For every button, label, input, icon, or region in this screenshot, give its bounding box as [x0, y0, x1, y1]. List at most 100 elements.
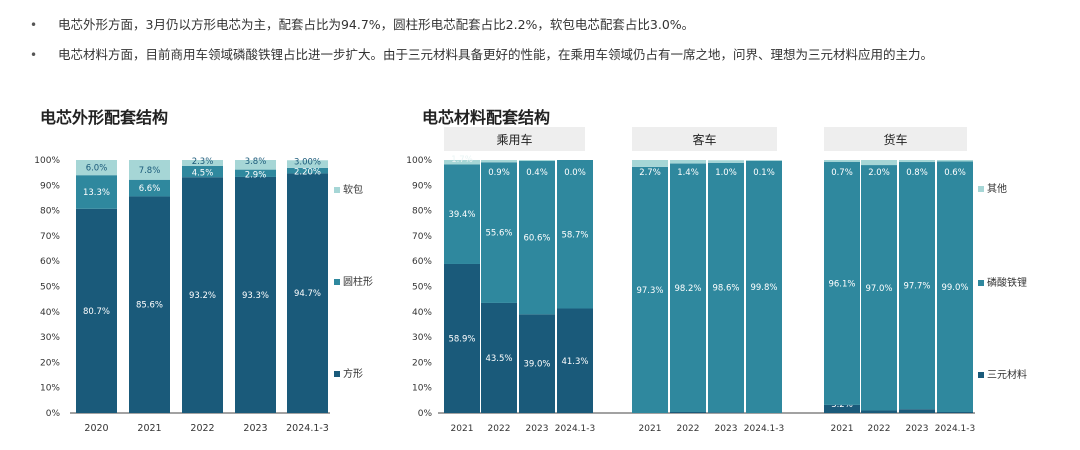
- shape-bar-segment: [287, 167, 328, 174]
- material-data-label: 0.7%: [831, 168, 853, 178]
- shape-data-label: 2.20%: [294, 168, 321, 178]
- shape-data-label: 4.5%: [192, 169, 214, 179]
- material-data-label: 1.0%: [715, 168, 737, 178]
- shape-data-label: 93.2%: [189, 291, 216, 301]
- material-bar-segment: [632, 166, 668, 413]
- material-panel-header: [824, 127, 967, 151]
- material-panel-header: [632, 127, 777, 151]
- material-data-label: 39.4%: [448, 210, 475, 220]
- shape-bar-segment: [235, 169, 276, 177]
- material-data-label: 58.7%: [561, 230, 588, 240]
- bullet-item-shape: • 电芯外形方面，3月仍以方形电芯为主，配套占比为94.7%，圆柱形电芯配套占比…: [30, 10, 1070, 40]
- shape-data-label: 94.7%: [294, 289, 321, 299]
- material-y-axis-tick-label: 60%: [412, 257, 432, 267]
- shape-legend-label: 方形: [343, 367, 363, 380]
- material-legend-label: 磷酸铁锂: [987, 276, 1027, 289]
- material-data-label: 0.6%: [944, 168, 966, 178]
- shape-y-axis-tick-label: 60%: [40, 257, 60, 267]
- shape-data-label: 3.00%: [294, 157, 321, 167]
- material-bar-segment: [899, 409, 935, 413]
- shape-y-axis-tick-label: 30%: [40, 333, 60, 343]
- material-panel-title: 货车: [883, 132, 907, 147]
- material-data-label: 99.0%: [941, 283, 968, 293]
- material-x-tick-label: 2021: [831, 424, 854, 434]
- shape-data-label: 7.8%: [139, 166, 161, 176]
- material-x-tick-label: 2023: [906, 424, 929, 434]
- shape-bar-segment: [235, 176, 276, 413]
- bullet-text: 电芯外形方面，3月仍以方形电芯为主，配套占比为94.7%，圆柱形电芯配套占比2.…: [58, 17, 695, 32]
- material-bar-segment: [824, 404, 860, 413]
- material-data-label: 99.8%: [750, 283, 777, 293]
- shape-legend-swatch: [334, 371, 340, 377]
- shape-x-tick-label: 2023: [243, 423, 267, 434]
- shape-y-axis-tick-label: 50%: [40, 283, 60, 293]
- material-y-axis-tick-label: 40%: [412, 308, 432, 318]
- material-bar-segment: [861, 165, 897, 411]
- material-legend-swatch: [978, 280, 984, 286]
- material-y-axis-tick-label: 70%: [412, 232, 432, 242]
- material-bar-segment: [746, 160, 782, 161]
- shape-data-label: 6.0%: [86, 164, 108, 174]
- material-data-label: 0.8%: [906, 168, 928, 178]
- material-panel-header: [444, 127, 585, 151]
- shape-y-axis-tick-label: 40%: [40, 308, 60, 318]
- material-data-label: 97.7%: [903, 282, 930, 292]
- shape-legend-swatch: [334, 187, 340, 193]
- shape-bar-segment: [182, 165, 223, 178]
- shape-bar-segment: [76, 208, 117, 413]
- shape-data-label: 3.8%: [245, 157, 267, 167]
- material-y-axis-tick-label: 30%: [412, 333, 432, 343]
- material-bar-segment: [708, 412, 744, 413]
- shape-bar-segment: [129, 196, 170, 413]
- shape-x-tick-label: 2020: [84, 423, 108, 434]
- shape-bar-segment: [76, 160, 117, 176]
- material-data-label: 1.4%: [677, 168, 699, 178]
- shape-bar-segment: [129, 160, 170, 180]
- shape-y-axis-tick-label: 80%: [40, 207, 60, 217]
- shape-bar-segment: [287, 173, 328, 413]
- material-data-label: 2.7%: [639, 168, 661, 178]
- material-data-label: 98.2%: [674, 284, 701, 294]
- shape-legend-swatch: [334, 279, 340, 285]
- material-x-tick-label: 2023: [715, 424, 738, 434]
- bullet-list: • 电芯外形方面，3月仍以方形电芯为主，配套占比为94.7%，圆柱形电芯配套占比…: [30, 10, 1070, 70]
- material-bar-segment: [670, 160, 706, 164]
- material-data-label: 0.9%: [488, 168, 510, 178]
- material-x-tick-label: 2022: [677, 424, 700, 434]
- material-bar-segment: [861, 410, 897, 413]
- material-bar-segment: [824, 160, 860, 162]
- material-y-axis-tick-label: 90%: [412, 181, 432, 191]
- bullet-dot: •: [30, 18, 38, 32]
- shape-data-label: 2.9%: [245, 170, 267, 180]
- material-legend-swatch: [978, 186, 984, 192]
- shape-bar-segment: [76, 175, 117, 209]
- material-data-label: 60.6%: [523, 234, 550, 244]
- material-x-tick-label: 2021: [451, 424, 474, 434]
- shape-data-label: 6.6%: [139, 184, 161, 194]
- material-y-axis-tick-label: 80%: [412, 207, 432, 217]
- material-bar-segment: [708, 160, 744, 163]
- material-x-tick-label: 2021: [639, 424, 662, 434]
- material-y-axis-tick-label: 50%: [412, 283, 432, 293]
- material-data-label: 97.0%: [865, 284, 892, 294]
- shape-bar-segment: [235, 160, 276, 170]
- bullet-text: 电芯材料方面，目前商用车领域磷酸铁锂占比进一步扩大。由于三元材料具备更好的性能，…: [58, 47, 934, 62]
- shape-data-label: 80.7%: [83, 307, 110, 317]
- material-bar-segment: [519, 161, 555, 315]
- material-legend-swatch: [978, 372, 984, 378]
- bullet-item-material: • 电芯材料方面，目前商用车领域磷酸铁锂占比进一步扩大。由于三元材料具备更好的性…: [30, 40, 1070, 70]
- material-x-tick-label: 2022: [868, 424, 891, 434]
- material-bar-segment: [824, 161, 860, 405]
- material-x-tick-label: 2024.1-3: [555, 424, 595, 434]
- material-bar-segment: [861, 160, 897, 166]
- shape-y-axis-tick-label: 20%: [40, 358, 60, 368]
- material-bar-segment: [708, 162, 744, 413]
- material-bar-segment: [899, 162, 935, 410]
- material-panel-title: 乘用车: [496, 132, 532, 147]
- shape-y-axis-tick-label: 90%: [40, 181, 60, 191]
- material-y-axis-tick-label: 10%: [412, 384, 432, 394]
- material-bar-segment: [519, 314, 555, 413]
- shape-chart-title: 电芯外形配套结构: [40, 108, 169, 127]
- material-data-label: 39.0%: [523, 360, 550, 370]
